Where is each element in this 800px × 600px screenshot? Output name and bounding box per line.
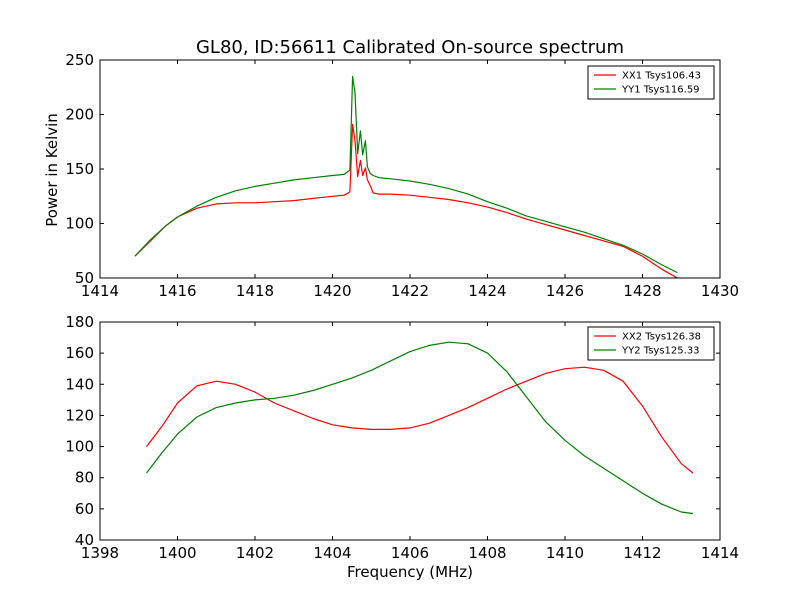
bottom-x-tick-label: 1402 — [236, 544, 274, 562]
bottom-x-tick-label: 1406 — [391, 544, 429, 562]
top-legend: XX1 Tsys106.43 YY1 Tsys116.59 — [587, 65, 715, 100]
top-y-tick-label: 250 — [65, 51, 94, 69]
top-y-tick-label: 100 — [65, 215, 94, 233]
bottom-x-tick-label: 1412 — [623, 544, 661, 562]
bottom-x-axis-label: Frequency (MHz) — [347, 563, 473, 581]
top-y-tick-label: 50 — [75, 269, 94, 287]
bottom-panel: 1398 1400 1402 1404 1406 1408 1410 1412 1414 40 60… — [65, 313, 739, 562]
top-legend-label-2: YY1 Tsys116.59 — [621, 85, 700, 96]
bottom-x-tick-label: 1414 — [701, 544, 739, 562]
top-y-tick-label: 200 — [65, 106, 94, 124]
bottom-legend-label-1: XX2 Tsys126.38 — [622, 332, 701, 343]
top-series-line-2 — [134, 75, 678, 274]
bottom-x-tick-label: 1398 — [81, 544, 119, 562]
top-x-tick-label: 1418 — [236, 282, 274, 300]
top-x-tick-label: 1420 — [313, 282, 351, 300]
bottom-series-group — [146, 341, 694, 515]
bottom-x-tick-label: 1400 — [158, 544, 196, 562]
bottom-y-tick-label: 100 — [65, 438, 94, 456]
bottom-y-tick-label: 160 — [65, 344, 94, 362]
top-x-tick-label: 1426 — [546, 282, 584, 300]
bottom-legend-label-2: YY2 Tsys125.33 — [621, 346, 700, 357]
top-x-tick-label: 1414 — [81, 282, 119, 300]
top-y-axis-label: Power in Kelvin — [43, 113, 61, 227]
bottom-x-tick-label: 1404 — [313, 544, 351, 562]
top-legend-label-1: XX1 Tsys106.43 — [622, 71, 701, 82]
bottom-series-line-1 — [146, 366, 694, 474]
bottom-y-tick-label: 140 — [65, 375, 94, 393]
bottom-x-tick-label: 1408 — [468, 544, 506, 562]
top-x-tick-label: 1430 — [701, 282, 739, 300]
top-panel: 1414 1416 1418 1420 1422 1424 1426 1428 1430 50 10… — [65, 51, 739, 300]
bottom-y-tick-label: 80 — [75, 469, 94, 487]
chart-title: GL80, ID:56611 Calibrated On-source spec… — [196, 37, 624, 58]
bottom-series-line-2 — [146, 341, 693, 515]
top-legend-box — [587, 65, 715, 100]
bottom-legend-box — [587, 326, 715, 361]
bottom-x-tick-label: 1410 — [546, 544, 584, 562]
top-x-tick-label: 1424 — [468, 282, 506, 300]
top-series-group — [134, 75, 678, 278]
bottom-y-tick-label: 180 — [65, 313, 94, 331]
top-y-tick-label: 150 — [65, 160, 94, 178]
bottom-y-tick-label: 60 — [75, 500, 94, 518]
top-x-tick-label: 1422 — [391, 282, 429, 300]
top-x-tick-label: 1416 — [158, 282, 196, 300]
bottom-y-tick-label: 40 — [75, 531, 94, 549]
top-x-tick-label: 1428 — [623, 282, 661, 300]
top-series-line-1 — [134, 123, 678, 278]
bottom-y-tick-label: 120 — [65, 406, 94, 424]
bottom-legend: XX2 Tsys126.38 YY2 Tsys125.33 — [587, 326, 715, 361]
